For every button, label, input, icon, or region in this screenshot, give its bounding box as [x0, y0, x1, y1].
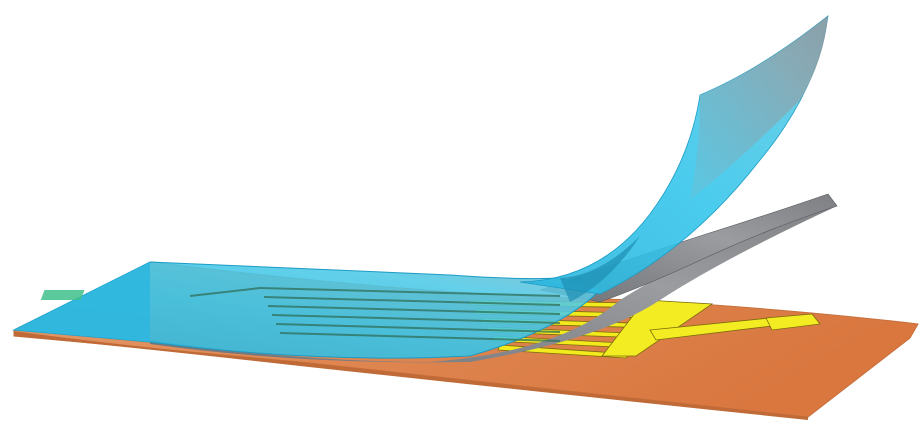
electrode-bus-bar	[601, 299, 714, 357]
trace-line	[275, 323, 561, 333]
trace-line	[263, 296, 561, 306]
blue-film-left-flap	[14, 262, 150, 342]
trace-line	[267, 305, 561, 315]
trace-line	[279, 332, 561, 342]
trace-feed	[189, 287, 261, 297]
blue-film-tail	[690, 16, 828, 200]
trace-line	[271, 314, 561, 324]
under-film-traces	[189, 287, 561, 342]
under-film-pad	[40, 290, 85, 300]
substrate-edge	[14, 331, 808, 420]
blue-film-underside	[560, 236, 640, 302]
blue-film-layer	[12, 15, 829, 359]
electrode-contact-pad	[765, 313, 821, 331]
trace-line	[259, 287, 561, 297]
